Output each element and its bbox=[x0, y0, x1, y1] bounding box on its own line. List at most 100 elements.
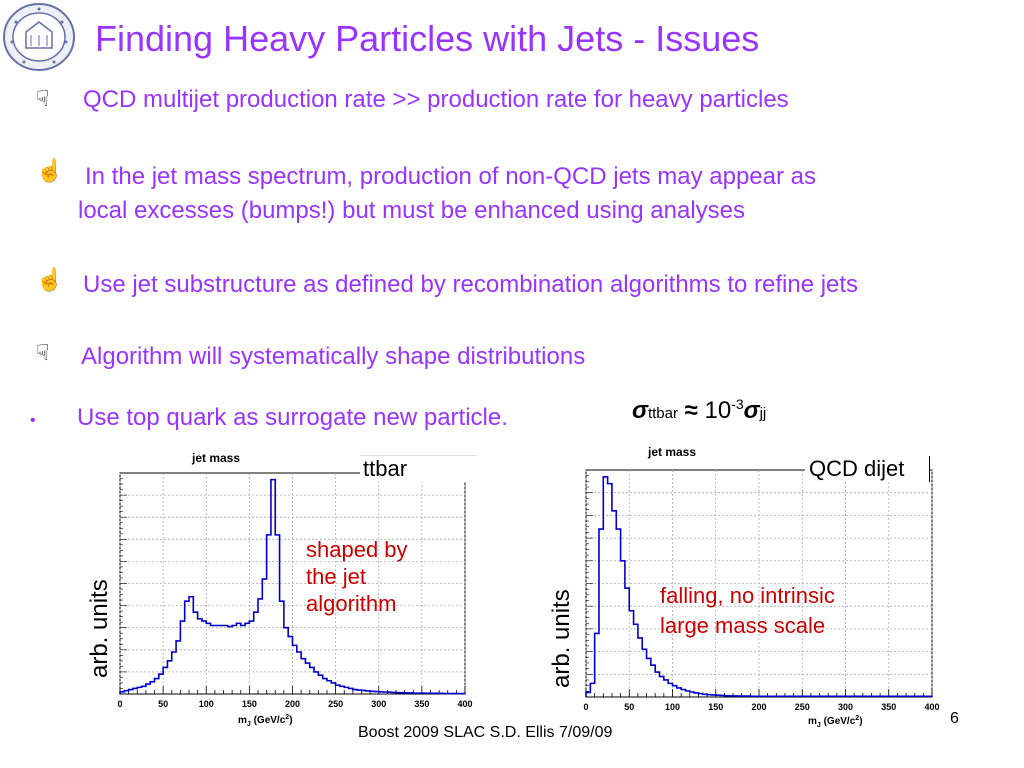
histogram-bin bbox=[781, 696, 785, 697]
x-tick-label: 350 bbox=[414, 699, 429, 709]
histogram-bin bbox=[910, 696, 914, 697]
histogram-bin bbox=[120, 692, 124, 694]
x-tick-label: 100 bbox=[665, 702, 680, 712]
histogram-bin bbox=[841, 696, 845, 697]
histogram-bin bbox=[215, 625, 219, 694]
histogram-bin bbox=[327, 681, 331, 694]
histogram-bin bbox=[703, 694, 707, 697]
histogram-bin bbox=[694, 693, 698, 697]
annotation-line: algorithm bbox=[306, 591, 397, 616]
histogram-bin bbox=[189, 597, 193, 694]
histogram-bin bbox=[915, 696, 919, 697]
histogram-bin bbox=[370, 691, 374, 694]
histogram-bin bbox=[301, 659, 305, 694]
histogram-bin bbox=[241, 625, 245, 694]
histogram-bin bbox=[314, 672, 318, 694]
histogram-bin bbox=[185, 601, 189, 694]
histogram-bin bbox=[202, 621, 206, 694]
x-axis-label: mJ (GeV/c2) bbox=[808, 715, 863, 729]
histogram-bin bbox=[729, 696, 733, 697]
histogram-bin bbox=[258, 599, 262, 694]
histogram-bin bbox=[802, 696, 806, 697]
histogram-bin bbox=[137, 687, 141, 694]
histogram-bin bbox=[198, 619, 202, 694]
histogram-bin bbox=[353, 690, 357, 694]
histogram-bin bbox=[245, 623, 249, 694]
histogram-bin bbox=[664, 680, 668, 697]
histogram-bin bbox=[211, 625, 215, 694]
histogram-bin bbox=[392, 692, 396, 694]
histogram-bin bbox=[711, 695, 715, 697]
university-seal-logo bbox=[3, 3, 75, 71]
histogram-bin bbox=[616, 529, 620, 697]
sigma-relation: σttbar ≈ 10-3σjj bbox=[632, 396, 766, 425]
histogram-bin bbox=[828, 696, 832, 697]
histogram-bin bbox=[172, 652, 176, 694]
x-tick-label: 250 bbox=[795, 702, 810, 712]
x-tick-label: 100 bbox=[199, 699, 214, 709]
histogram-bin bbox=[284, 628, 288, 694]
x-tick-label: 400 bbox=[924, 702, 939, 712]
histogram-bin bbox=[595, 633, 599, 697]
sigma-subscript-ttbar: ttbar bbox=[647, 405, 678, 422]
x-tick-label: 300 bbox=[838, 702, 853, 712]
x-tick-label: 0 bbox=[583, 702, 588, 712]
histogram-bin bbox=[928, 696, 932, 697]
histogram-bin bbox=[685, 691, 689, 697]
histogram-bin bbox=[625, 588, 629, 697]
thumbs-down-icon: ☟ bbox=[36, 86, 50, 111]
histogram-bin bbox=[146, 684, 150, 694]
bullet-2-line2: local excesses (bumps!) but must be enha… bbox=[78, 197, 746, 224]
histogram-bin bbox=[288, 637, 292, 694]
histogram-bin bbox=[850, 696, 854, 697]
histogram-bin bbox=[673, 686, 677, 697]
histogram-bin bbox=[716, 695, 720, 697]
histogram-bin bbox=[655, 672, 659, 697]
histogram-bin bbox=[129, 690, 133, 694]
histogram-bin bbox=[737, 696, 741, 697]
histogram-bin bbox=[776, 696, 780, 697]
histogram-bin bbox=[629, 611, 633, 697]
histogram-bin bbox=[418, 693, 422, 694]
histogram-bin bbox=[293, 645, 297, 694]
histogram-bin bbox=[439, 693, 443, 694]
histogram-bin bbox=[271, 480, 275, 694]
footer-text: Boost 2009 SLAC S.D. Ellis 7/09/09 bbox=[358, 724, 613, 741]
histogram-bin bbox=[884, 696, 888, 697]
histogram-bin bbox=[789, 696, 793, 697]
histogram-bin bbox=[254, 612, 258, 694]
annotation-line: large mass scale bbox=[660, 613, 826, 638]
annotation-line: shaped by bbox=[306, 537, 408, 562]
histogram-bin bbox=[262, 579, 266, 694]
right-annotation: falling, no intrinsic large mass scale bbox=[660, 581, 835, 641]
left-annotation: shaped by the jet algorithm bbox=[306, 536, 408, 617]
histogram-line bbox=[119, 478, 466, 695]
histogram-bin bbox=[405, 693, 409, 694]
chart-title: jet mass bbox=[191, 451, 240, 465]
histogram-bin bbox=[150, 682, 154, 694]
histogram-bin bbox=[794, 696, 798, 697]
histogram-bin bbox=[374, 692, 378, 694]
histogram-bin bbox=[746, 696, 750, 697]
histogram-bin bbox=[159, 674, 163, 694]
histogram-bin bbox=[590, 683, 594, 697]
histogram-bin bbox=[759, 696, 763, 697]
histogram-bin bbox=[798, 696, 802, 697]
histogram-bin bbox=[647, 658, 651, 697]
sigma-symbol: σ bbox=[632, 397, 648, 424]
histogram-bin bbox=[755, 696, 759, 697]
histogram-bin bbox=[690, 692, 694, 697]
histogram-bin bbox=[228, 627, 232, 694]
histogram-bin bbox=[366, 691, 370, 694]
histogram-bin bbox=[742, 696, 746, 697]
x-tick-label: 250 bbox=[328, 699, 343, 709]
histogram-bin bbox=[426, 693, 430, 694]
left-y-axis-label: arb. units bbox=[86, 579, 113, 678]
histogram-bin bbox=[858, 696, 862, 697]
qcd-dijet-jet-mass-chart: 0 50 100 150 200 250 300 350 400 jet mass mJ (GeV/… bbox=[583, 445, 939, 729]
histogram-bin bbox=[807, 696, 811, 697]
histogram-bin bbox=[668, 683, 672, 697]
ttbar-jet-mass-chart: 0 50 100 150 200 250 300 350 400 jet mass mJ (GeV/… bbox=[117, 451, 472, 728]
bullet-4-text: Algorithm will systematically shape dist… bbox=[81, 343, 586, 370]
histogram-bin bbox=[219, 625, 223, 694]
